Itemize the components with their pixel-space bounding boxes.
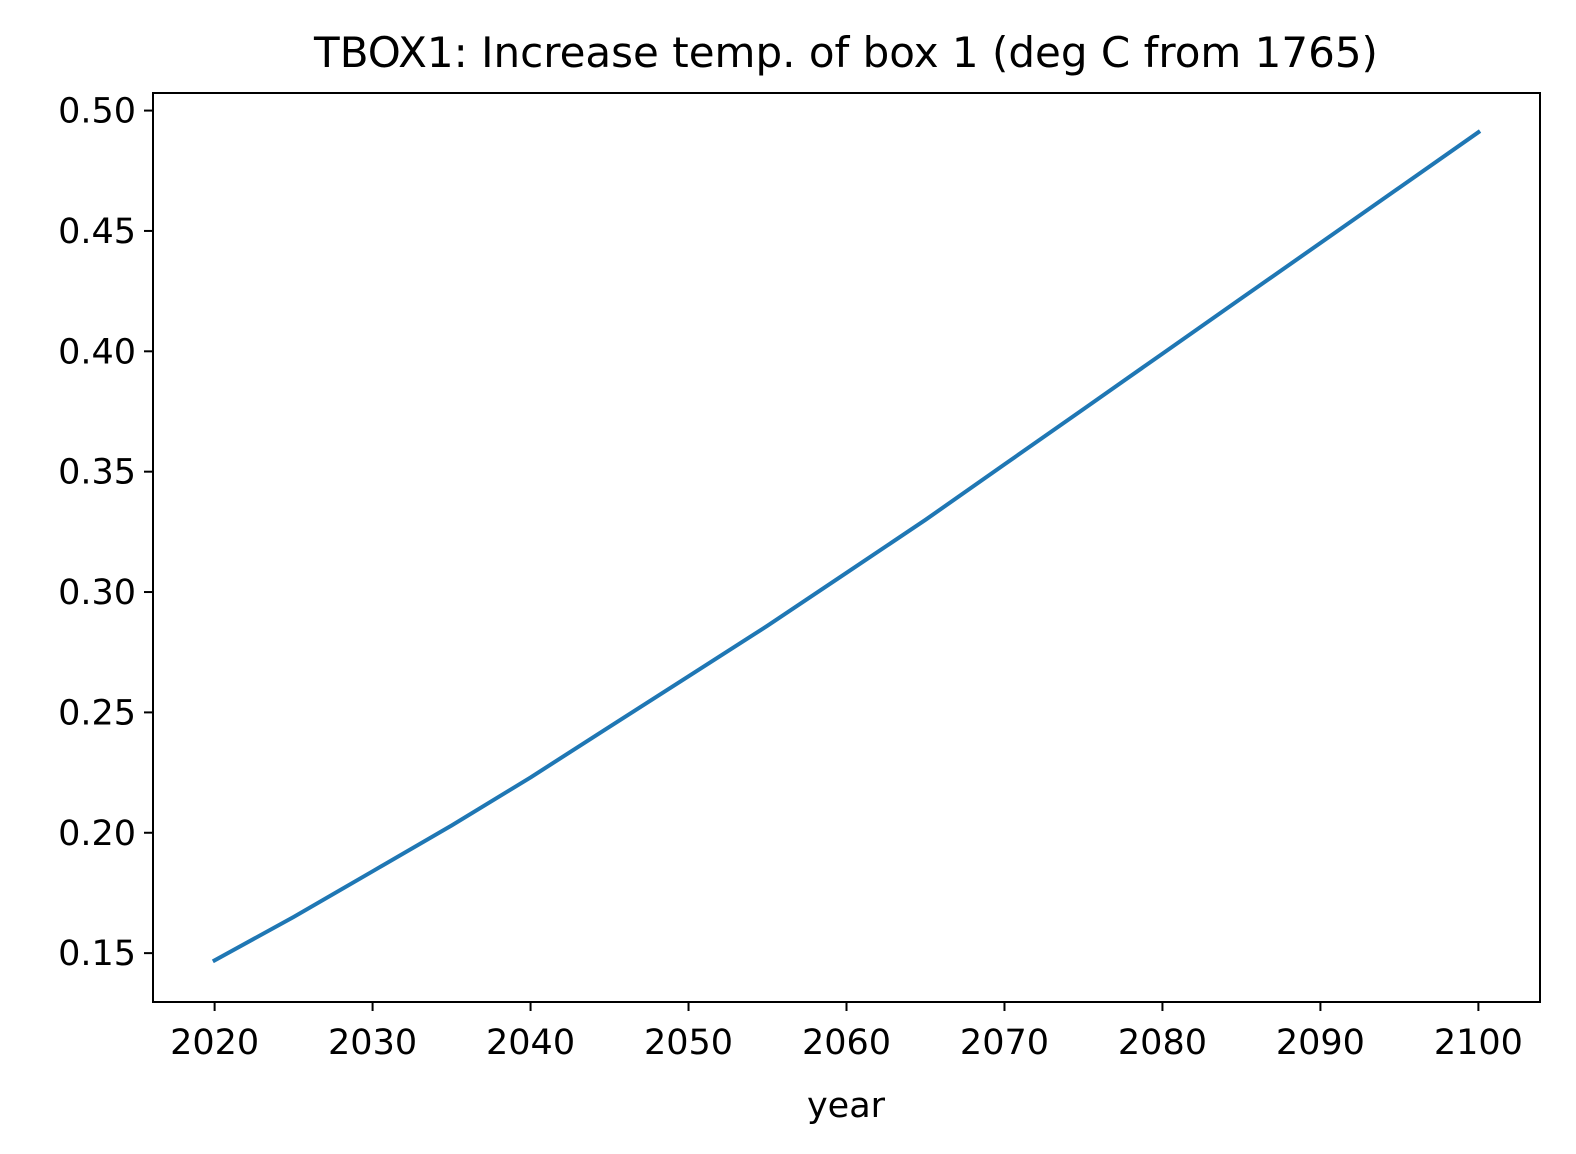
x-axis-label: year [807,1086,886,1126]
y-tick-label: 0.25 [58,693,136,733]
y-axis-ticks: 0.15 0.20 0.25 0.30 0.35 0.40 0.45 0.50 [58,92,153,974]
x-tick-label: 2070 [960,1023,1049,1063]
x-tick-label: 2090 [1276,1023,1365,1063]
y-tick-label: 0.20 [58,814,136,854]
y-tick-label: 0.40 [58,332,136,372]
x-tick-label: 2100 [1434,1023,1523,1063]
series-layer [211,129,1482,964]
chart-title: TBOX1: Increase temp. of box 1 (deg C fr… [313,28,1378,77]
x-tick-label: 2040 [486,1023,575,1063]
x-tick-label: 2080 [1118,1023,1207,1063]
y-tick-label: 0.35 [58,453,136,493]
axes-frame [152,92,1541,1003]
x-tick-label: 2060 [802,1023,891,1063]
x-tick-label: 2030 [328,1023,417,1063]
x-tick-label: 2020 [170,1023,259,1063]
series-line [211,129,1482,964]
y-tick-label: 0.50 [58,92,136,132]
y-tick-label: 0.15 [58,934,136,974]
x-tick-label: 2050 [644,1023,733,1063]
y-tick-label: 0.30 [58,573,136,613]
x-axis-ticks: 2020 2030 2040 2050 2060 2070 2080 2090 2100 [170,1002,1523,1063]
y-tick-label: 0.45 [58,212,136,252]
